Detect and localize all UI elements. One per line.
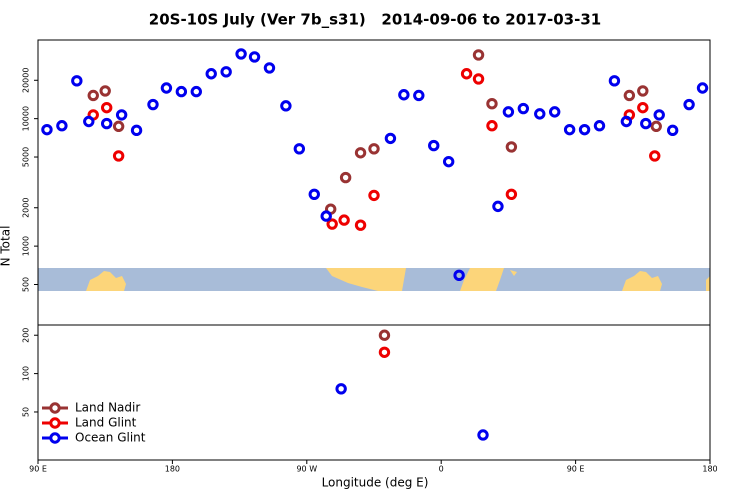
legend-label: Ocean Glint: [75, 431, 146, 445]
y-tick-label: 200: [22, 328, 31, 343]
point: [453, 269, 465, 282]
point: [220, 66, 232, 78]
legend-marker: [49, 402, 61, 414]
x-tick-label: 0: [439, 465, 444, 474]
point: [308, 188, 320, 201]
point: [505, 188, 518, 201]
point: [115, 109, 128, 121]
point: [320, 210, 332, 222]
point: [517, 102, 530, 115]
point: [112, 120, 125, 133]
point: [472, 49, 485, 61]
point: [428, 139, 440, 152]
point: [384, 132, 397, 145]
point: [649, 150, 661, 162]
point: [293, 143, 306, 155]
point: [326, 218, 338, 230]
point: [623, 89, 636, 102]
x-tick-label: 180: [165, 465, 180, 474]
x-axis-label: Longitude (deg E): [322, 476, 429, 490]
point: [71, 75, 83, 87]
point: [147, 98, 159, 111]
point: [100, 101, 113, 114]
point: [486, 98, 498, 110]
point: [650, 120, 662, 133]
point: [472, 73, 485, 85]
point: [235, 48, 247, 60]
map-strip: [38, 268, 710, 291]
x-tick-label: 180: [702, 465, 717, 474]
point: [637, 85, 649, 97]
y-tick-label: 50: [22, 407, 31, 417]
y-tick-label: 20000: [22, 68, 31, 93]
point: [130, 124, 143, 137]
point: [486, 120, 498, 132]
point: [398, 89, 410, 101]
point: [354, 147, 367, 159]
point: [378, 346, 391, 358]
legend-label: Land Glint: [75, 416, 137, 430]
point: [99, 85, 111, 97]
plot-frame: [37, 39, 711, 461]
x-tick-label: 90 E: [29, 465, 47, 474]
point: [368, 143, 380, 155]
point: [637, 101, 649, 114]
point: [339, 171, 352, 184]
y-tick-label: 2000: [22, 198, 31, 218]
point: [87, 89, 99, 102]
point: [190, 85, 202, 98]
point: [696, 82, 709, 94]
point: [160, 82, 173, 94]
point: [666, 124, 679, 137]
x-tick-label: 90 E: [567, 465, 585, 474]
point: [41, 123, 53, 136]
point: [442, 155, 455, 168]
y-tick-label: 10000: [22, 106, 31, 131]
y-tick-label: 500: [22, 277, 31, 292]
point: [460, 68, 473, 80]
legend-marker: [49, 417, 61, 429]
point: [335, 383, 347, 395]
point: [620, 115, 633, 128]
point: [83, 115, 95, 128]
point: [683, 98, 695, 111]
chart-title: 20S-10S July (Ver 7b_s31) 2014-09-06 to …: [149, 11, 601, 29]
point: [653, 109, 665, 121]
point: [534, 108, 546, 120]
point: [413, 89, 425, 102]
legend-marker: [49, 432, 61, 444]
point: [640, 117, 652, 130]
point: [368, 189, 380, 202]
y-axis-label: N Total: [0, 226, 13, 267]
y-tick-label: 1000: [22, 236, 31, 256]
point: [593, 120, 606, 132]
point: [205, 68, 217, 80]
point: [338, 214, 350, 226]
point: [548, 106, 561, 118]
point: [100, 117, 113, 130]
point: [492, 200, 504, 213]
x-tick-label: 90 W: [296, 465, 317, 474]
point: [248, 51, 261, 63]
y-tick-label: 100: [22, 366, 31, 381]
point: [502, 106, 515, 118]
point: [56, 120, 68, 132]
point: [354, 219, 367, 231]
point: [505, 141, 518, 153]
point: [608, 75, 621, 87]
point: [263, 62, 276, 74]
y-tick-label: 5000: [22, 147, 31, 167]
point: [378, 329, 391, 341]
point: [578, 123, 591, 136]
point: [280, 100, 292, 112]
point: [477, 429, 489, 441]
point: [563, 123, 576, 136]
point: [175, 85, 188, 98]
point: [112, 150, 125, 162]
legend-label: Land Nadir: [75, 401, 140, 415]
